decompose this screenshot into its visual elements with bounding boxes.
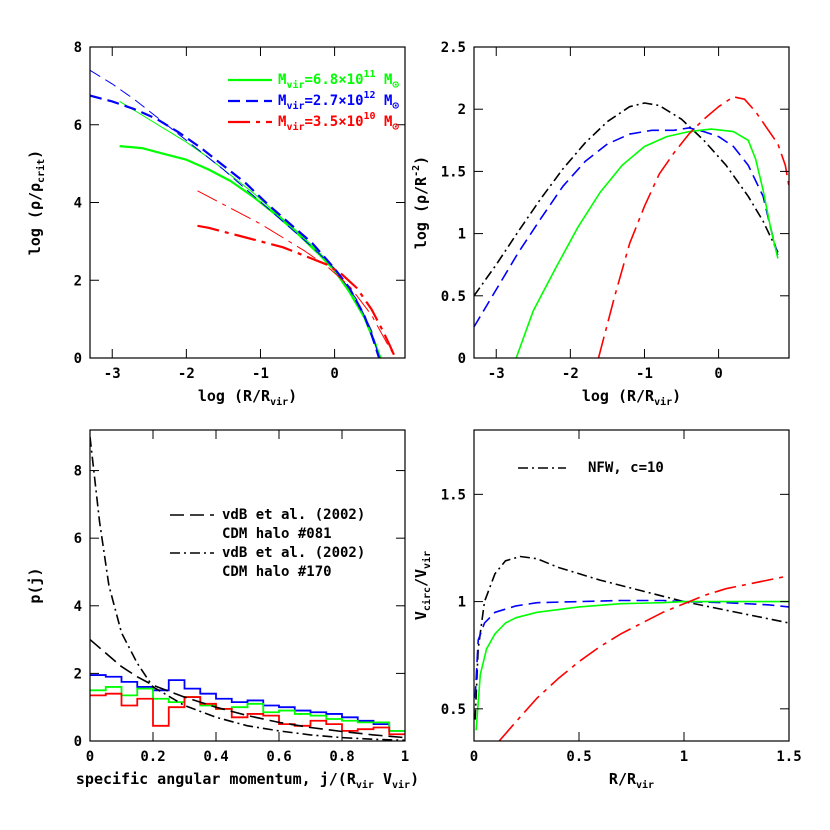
legend-entry-label: vdB et al. (2002) — [222, 545, 365, 561]
y-axis-label: Vcirc/Vvir — [412, 551, 433, 620]
series-line-3 — [597, 96, 789, 358]
x-tick-label: -2 — [562, 366, 579, 382]
x-tick-label: 0.5 — [566, 749, 591, 765]
series-line-1 — [474, 599, 789, 699]
series-line-0 — [474, 555, 789, 720]
y-tick-label: 4 — [74, 196, 82, 212]
legend-entry-label: Mvir=6.8×1011 M⊙ — [278, 69, 399, 91]
y-tick-label: 0 — [458, 351, 466, 367]
x-tick-label: 0 — [714, 366, 722, 382]
chart-panel-rotation-curve: 0 0.5 1 1.5 0.5 1 1.5 R/Rvir Vcirc/Vvir NFW, c=10 — [412, 429, 802, 791]
histogram-2 — [90, 692, 405, 736]
series-line-2 — [475, 600, 789, 731]
series-line-5 — [197, 190, 396, 358]
plot-area — [90, 436, 405, 741]
series-line-0 — [90, 436, 405, 741]
x-tick-label: 0.4 — [203, 749, 228, 765]
plot-frame — [89, 429, 406, 742]
y-axis-label: p(j) — [26, 567, 44, 603]
series-line-0 — [119, 145, 382, 358]
histogram-1 — [90, 686, 405, 732]
series-line-2 — [515, 128, 779, 358]
x-tick-label: 1 — [401, 749, 409, 765]
series-line-1 — [90, 638, 405, 739]
y-tick-label: 1 — [458, 227, 466, 243]
x-tick-label: -1 — [636, 366, 653, 382]
y-tick-label: 2 — [74, 666, 82, 682]
y-tick-label: 8 — [74, 464, 82, 480]
y-tick-label: 0.5 — [441, 289, 466, 305]
x-tick-label: 0 — [330, 366, 338, 382]
chart-panel-density: -3 -2 -1 0 0 2 4 6 8 log (R/Rvir) log (ρ/ρcrit) Mvi… — [26, 40, 406, 408]
y-tick-label: 6 — [74, 531, 82, 547]
x-tick-label: -2 — [178, 366, 195, 382]
histogram-0 — [90, 674, 405, 732]
y-axis-label: log (ρ/ρcrit) — [26, 150, 47, 255]
x-axis-label: log (R/Rvir) — [198, 387, 297, 408]
plot-frame — [473, 46, 790, 359]
x-tick-label: -3 — [488, 366, 505, 382]
series-line-3 — [498, 575, 789, 741]
y-tick-label: 8 — [74, 40, 82, 56]
legend-entry-label: vdB et al. (2002) — [222, 507, 365, 523]
x-tick-label: 1.5 — [776, 749, 801, 765]
x-tick-label: 0.2 — [140, 749, 165, 765]
y-tick-label: 4 — [74, 599, 82, 615]
legend-entry-label: Mvir=2.7×1012 M⊙ — [278, 90, 399, 112]
y-tick-label: 2 — [458, 102, 466, 118]
y-axis-label: log (ρ/R-2) — [411, 156, 430, 249]
y-tick-label: 1 — [458, 595, 466, 611]
plot-area — [474, 96, 789, 358]
chart-panel-rho-r2: -3 -2 -1 0 0 0.5 1 1.5 2 2.5 log (R/Rvir) log (ρ/R-… — [411, 40, 790, 408]
y-tick-label: 1.5 — [441, 164, 466, 180]
x-tick-label: 0.8 — [329, 749, 354, 765]
x-tick-label: 0 — [470, 749, 478, 765]
y-tick-label: 2.5 — [441, 40, 466, 56]
series-line-0 — [474, 102, 779, 297]
plot-area — [90, 69, 397, 358]
plot-frame — [473, 429, 790, 742]
x-tick-label: 1 — [680, 749, 688, 765]
y-tick-label: 6 — [74, 118, 82, 134]
y-tick-label: 0 — [74, 351, 82, 367]
x-tick-label: 0 — [86, 749, 94, 765]
series-line-4 — [197, 224, 397, 358]
y-tick-label: 2 — [74, 273, 82, 289]
x-tick-label: 0.6 — [266, 749, 291, 765]
series-line-2 — [90, 94, 381, 358]
series-line-3 — [90, 69, 380, 358]
x-axis-label: R/Rvir — [609, 770, 654, 791]
x-tick-label: -1 — [252, 366, 269, 382]
chart-panel-angular-momentum: 0 0.2 0.4 0.6 0.8 1 0 2 4 6 8 specific angular mome… — [26, 429, 419, 791]
x-axis-label: specific angular momentum, j/(Rvir Vvir) — [76, 770, 419, 791]
legend-entry-label: NFW, c=10 — [588, 460, 664, 476]
x-axis-label: log (R/Rvir) — [582, 387, 681, 408]
plot-area — [474, 555, 789, 741]
y-tick-label: 0.5 — [441, 702, 466, 718]
y-tick-label: 1.5 — [441, 487, 466, 503]
legend-entry-label: Mvir=3.5×1010 M⊙ — [278, 111, 399, 133]
legend-entry-sublabel: CDM halo #170 — [222, 564, 332, 580]
series-line-1 — [119, 100, 381, 358]
x-tick-label: -3 — [104, 366, 121, 382]
y-tick-label: 0 — [74, 734, 82, 750]
legend-entry-sublabel: CDM halo #081 — [222, 526, 332, 542]
series-line-1 — [474, 127, 779, 328]
